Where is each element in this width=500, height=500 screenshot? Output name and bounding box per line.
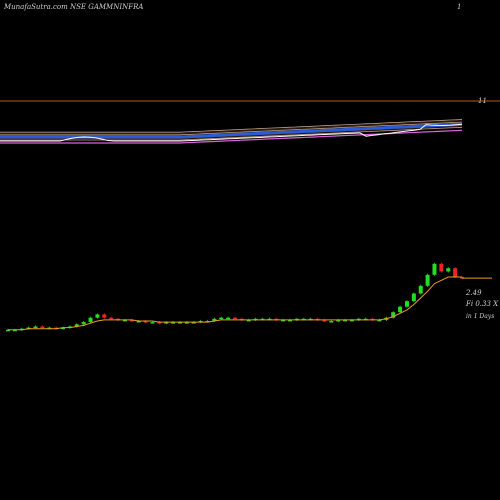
candle-body — [74, 324, 79, 327]
candle-body — [33, 326, 38, 328]
chart-title: MunafaSutra.com NSE GAMMNINFRA — [4, 3, 144, 11]
candle-body — [212, 318, 217, 321]
candle-body — [439, 263, 444, 272]
ribbon-line — [0, 119, 463, 133]
candle-body — [102, 314, 107, 318]
candle-body — [343, 319, 348, 322]
candle-body — [411, 293, 416, 302]
candle-body — [157, 322, 162, 324]
candle-body — [281, 319, 286, 322]
candle-body — [226, 317, 231, 320]
candle-body — [425, 274, 430, 286]
panel-mark: 11 — [478, 97, 487, 105]
candle-body — [136, 321, 141, 323]
candle-body — [143, 321, 148, 323]
candle-body — [246, 319, 251, 322]
price-label: 2.49 — [466, 289, 482, 297]
candle-body — [95, 314, 100, 318]
days-label: in 1 Days — [466, 313, 495, 320]
ribbon-line — [0, 120, 463, 134]
ribbon-line — [0, 121, 463, 136]
candle-body — [404, 301, 409, 307]
candles-group — [6, 262, 464, 332]
candle-body — [150, 322, 155, 324]
indicator-panel — [0, 119, 463, 144]
candle-body — [171, 322, 176, 324]
candle-body — [398, 306, 403, 313]
candle-body — [177, 322, 182, 324]
candle-body — [432, 263, 437, 275]
candle-body — [219, 317, 224, 320]
candle-body — [377, 319, 382, 322]
ribbon-line — [0, 125, 463, 140]
candle-body — [191, 322, 196, 324]
candle-body — [122, 319, 127, 322]
corner-mark: 1 — [457, 3, 462, 11]
candle-body — [418, 285, 423, 294]
candle-body — [233, 317, 237, 320]
white-indicator-line — [0, 123, 463, 142]
candle-body — [336, 319, 341, 322]
ribbon-line — [0, 126, 463, 141]
change-label: Fi 0.33 X — [466, 300, 499, 308]
candle-body — [88, 317, 93, 323]
candle-body — [391, 312, 396, 318]
candle-body — [446, 268, 451, 272]
candle-body — [61, 327, 66, 330]
candle-body — [329, 321, 334, 323]
candle-body — [349, 319, 354, 322]
candle-body — [109, 317, 114, 320]
blue-band-line — [0, 122, 463, 139]
candle-body — [184, 322, 189, 324]
candle-body — [6, 329, 10, 332]
candle-body — [453, 268, 458, 277]
candle-body — [40, 326, 45, 328]
candle-body — [322, 319, 327, 322]
candle-body — [12, 329, 17, 332]
candle-body — [288, 319, 293, 322]
candle-body — [129, 319, 134, 322]
moving-average-line — [8, 276, 462, 331]
candle-body — [164, 322, 169, 324]
candle-body — [81, 322, 86, 325]
